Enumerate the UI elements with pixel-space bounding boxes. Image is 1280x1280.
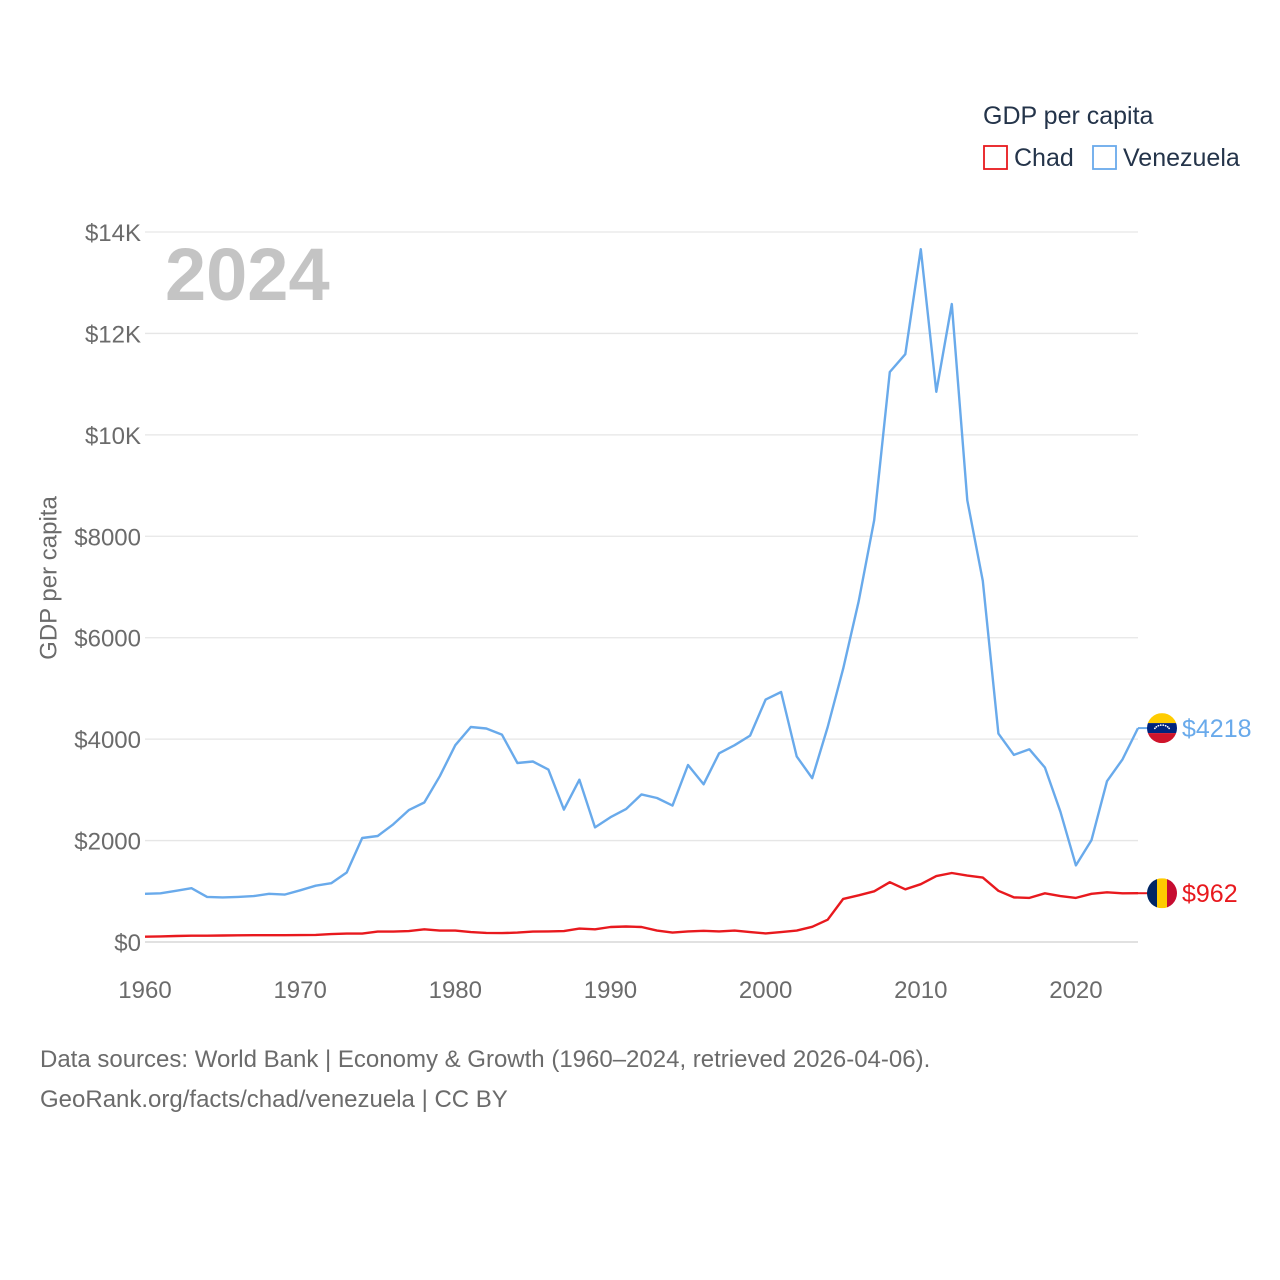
series-line-venezuela — [144, 247, 1140, 899]
legend: GDP per capita Chad Venezuela — [983, 102, 1240, 172]
year-label: 2024 — [165, 233, 330, 316]
end-value-label-venezuela: $4218 — [1182, 715, 1252, 743]
legend-label-chad: Chad — [1014, 144, 1074, 172]
x-tick-label: 1960 — [118, 977, 171, 1004]
y-tick-label: $6000 — [74, 626, 141, 653]
x-tick-label: 1980 — [429, 977, 482, 1004]
y-tick-label: $4000 — [74, 727, 141, 754]
venezuela-flag-icon — [1147, 713, 1177, 744]
end-value-label-chad: $962 — [1182, 880, 1238, 908]
series-end-markers: $962 $4218 — [1138, 713, 1252, 909]
x-tick-label: 1970 — [273, 977, 326, 1004]
source-note: Data sources: World Bank | Economy & Gro… — [40, 1040, 930, 1120]
data-sources-text: Data sources: World Bank | Economy & Gro… — [40, 1046, 931, 1073]
legend-label-venezuela: Venezuela — [1123, 144, 1240, 172]
x-tick-label: 2000 — [739, 977, 792, 1004]
grid-lines — [145, 231, 1138, 943]
x-tick-label: 2010 — [894, 977, 947, 1004]
y-tick-label: $14K — [85, 220, 141, 247]
legend-swatch-venezuela — [1092, 145, 1117, 170]
x-tick-label: 2020 — [1049, 977, 1102, 1004]
legend-swatch-chad — [983, 145, 1008, 170]
y-tick-label: $8000 — [74, 524, 141, 551]
series-lines — [144, 247, 1140, 938]
legend-title: GDP per capita — [983, 102, 1154, 130]
y-tick-label: $0 — [114, 930, 141, 957]
series-line-chad — [144, 871, 1139, 938]
chad-flag-icon — [1147, 878, 1177, 909]
credit-text: GeoRank.org/facts/chad/venezuela | CC BY — [40, 1086, 508, 1113]
y-axis-label: GDP per capita — [35, 496, 62, 660]
y-tick-label: $10K — [85, 423, 141, 450]
y-axis: $0 $2000 $4000 $6000 $8000 $10K $12K $14K — [74, 220, 141, 957]
x-axis: 1960 1970 1980 1990 2000 2010 2020 — [118, 977, 1102, 1004]
x-tick-label: 1990 — [584, 977, 637, 1004]
y-tick-label: $2000 — [74, 829, 141, 856]
y-tick-label: $12K — [85, 321, 141, 348]
